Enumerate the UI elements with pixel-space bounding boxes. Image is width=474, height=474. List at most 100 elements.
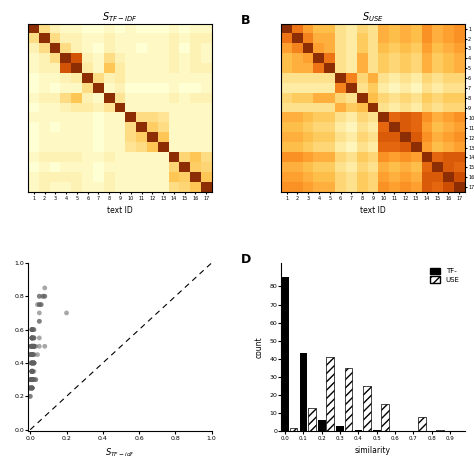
Y-axis label: count: count xyxy=(255,337,264,358)
Point xyxy=(36,334,43,342)
Point xyxy=(28,376,36,383)
Point xyxy=(27,392,34,400)
Point xyxy=(27,351,34,358)
Point xyxy=(28,343,36,350)
Point xyxy=(28,376,36,383)
Bar xyxy=(327,357,334,431)
Text: D: D xyxy=(241,253,251,266)
Point xyxy=(27,376,34,383)
Point xyxy=(28,351,36,358)
Point xyxy=(30,334,37,342)
Text: B: B xyxy=(241,14,250,27)
Point xyxy=(36,318,43,325)
Point xyxy=(28,351,36,358)
Point xyxy=(28,326,36,333)
Point xyxy=(36,318,43,325)
Point xyxy=(30,343,37,350)
Bar xyxy=(300,354,308,431)
Point xyxy=(39,292,47,300)
Point xyxy=(28,384,36,392)
Point xyxy=(28,359,36,367)
Point xyxy=(28,367,36,375)
Point xyxy=(28,359,36,367)
Legend: TF-, USE: TF-, USE xyxy=(428,266,461,284)
Point xyxy=(37,301,45,309)
Point xyxy=(30,326,37,333)
Point xyxy=(41,292,48,300)
Point xyxy=(28,334,36,342)
Point xyxy=(28,326,36,333)
Point xyxy=(36,343,43,350)
Point xyxy=(28,376,36,383)
Point xyxy=(28,326,36,333)
Point xyxy=(28,359,36,367)
Point xyxy=(34,351,41,358)
Bar xyxy=(290,428,297,431)
Point xyxy=(28,367,36,375)
Point xyxy=(28,367,36,375)
Point xyxy=(27,392,34,400)
Point xyxy=(27,351,34,358)
Point xyxy=(28,384,36,392)
X-axis label: text ID: text ID xyxy=(360,206,386,215)
X-axis label: text ID: text ID xyxy=(107,206,133,215)
Point xyxy=(36,309,43,317)
Bar xyxy=(308,408,316,431)
Point xyxy=(28,351,36,358)
Point xyxy=(28,334,36,342)
Point xyxy=(28,326,36,333)
Point xyxy=(28,367,36,375)
Point xyxy=(28,359,36,367)
Point xyxy=(28,334,36,342)
Point xyxy=(28,367,36,375)
Point xyxy=(28,376,36,383)
Point xyxy=(28,367,36,375)
Bar xyxy=(373,429,381,431)
Point xyxy=(27,384,34,392)
Point xyxy=(28,376,36,383)
Point xyxy=(28,334,36,342)
Point xyxy=(28,376,36,383)
Point xyxy=(28,359,36,367)
Point xyxy=(28,367,36,375)
Point xyxy=(30,359,37,367)
Point xyxy=(32,343,39,350)
Point xyxy=(28,376,36,383)
Point xyxy=(28,359,36,367)
Point xyxy=(28,343,36,350)
Point xyxy=(28,367,36,375)
Point xyxy=(27,384,34,392)
Point xyxy=(37,301,45,309)
Point xyxy=(30,326,37,333)
Point xyxy=(27,376,34,383)
Point xyxy=(28,343,36,350)
Point xyxy=(28,367,36,375)
Point xyxy=(28,367,36,375)
Point xyxy=(27,359,34,367)
Point xyxy=(63,309,70,317)
Point xyxy=(30,351,37,358)
Point xyxy=(30,359,37,367)
Point xyxy=(30,367,37,375)
Point xyxy=(28,351,36,358)
Point xyxy=(28,351,36,358)
Point xyxy=(28,343,36,350)
Point xyxy=(30,334,37,342)
Point xyxy=(28,326,36,333)
Bar xyxy=(418,417,426,431)
Bar xyxy=(355,429,363,431)
Bar xyxy=(282,277,289,431)
Point xyxy=(28,334,36,342)
Point xyxy=(28,376,36,383)
Point xyxy=(27,376,34,383)
Point xyxy=(28,384,36,392)
Point xyxy=(39,292,47,300)
Bar xyxy=(318,420,326,431)
Point xyxy=(28,384,36,392)
Bar xyxy=(382,404,389,431)
Point xyxy=(28,376,36,383)
Point xyxy=(30,343,37,350)
Point xyxy=(30,376,37,383)
Point xyxy=(41,284,48,292)
Point xyxy=(28,334,36,342)
